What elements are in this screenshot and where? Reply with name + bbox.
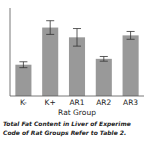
chart: K- K+ AR1 AR2 AR3 Rat Group Total Fat Content … bbox=[0, 0, 150, 150]
error-cap bbox=[127, 31, 135, 32]
x-tick-label: AR3 bbox=[123, 98, 138, 107]
error-bar bbox=[46, 21, 54, 35]
x-tick-label: K+ bbox=[45, 98, 56, 107]
error-line bbox=[103, 56, 104, 61]
error-cap bbox=[100, 61, 108, 62]
caption: Code of Rat Groups Refer to Table 2. bbox=[3, 129, 126, 137]
error-line bbox=[50, 21, 51, 35]
error-line bbox=[130, 31, 131, 39]
x-tick-label: K- bbox=[20, 98, 27, 107]
bar bbox=[96, 59, 112, 96]
y-axis-line bbox=[10, 8, 11, 96]
error-line bbox=[77, 29, 78, 47]
error-cap bbox=[73, 28, 81, 29]
error-cap bbox=[46, 20, 54, 21]
x-axis-label: Rat Group bbox=[58, 108, 96, 117]
error-bar bbox=[19, 62, 27, 68]
x-axis-line bbox=[10, 96, 144, 97]
bar bbox=[15, 65, 31, 96]
caption: Total Fat Content in Liver of Experime bbox=[3, 120, 131, 128]
error-cap bbox=[73, 46, 81, 47]
error-cap bbox=[127, 39, 135, 40]
bar bbox=[42, 28, 58, 96]
x-tick-label: AR1 bbox=[69, 98, 84, 107]
error-cap bbox=[100, 56, 108, 57]
error-bar bbox=[73, 29, 81, 47]
error-cap bbox=[19, 67, 27, 68]
error-bar bbox=[100, 56, 108, 61]
error-cap bbox=[46, 34, 54, 35]
error-line bbox=[23, 62, 24, 68]
x-tick-label: AR2 bbox=[96, 98, 111, 107]
error-cap bbox=[19, 61, 27, 62]
bar bbox=[123, 35, 139, 96]
error-bar bbox=[127, 31, 135, 39]
bar bbox=[69, 37, 85, 96]
plot-area bbox=[15, 21, 138, 96]
